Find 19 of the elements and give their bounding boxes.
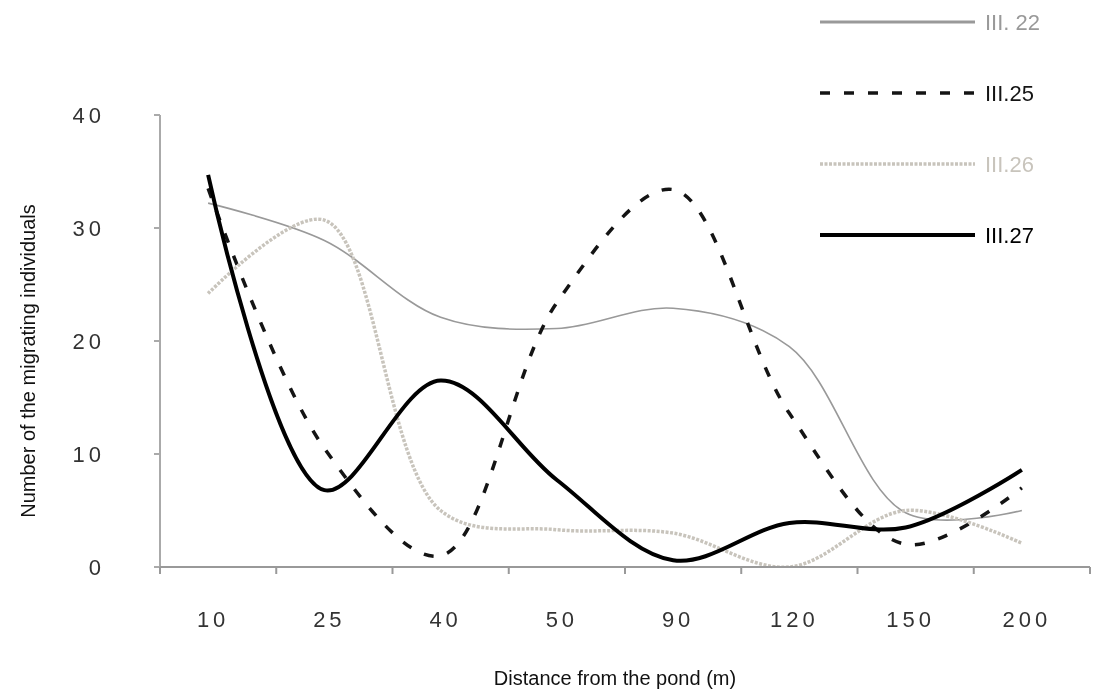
y-tick-label: 0 [88, 554, 105, 580]
y-tick-label: 20 [72, 328, 105, 354]
x-tick-label: 120 [770, 607, 819, 632]
y-tick-label: 40 [72, 102, 105, 128]
y-tick-label: 30 [72, 215, 105, 241]
x-tick-label: 25 [313, 607, 346, 632]
x-axis-title: Distance from the pond (m) [493, 667, 737, 689]
text: III. 22 [985, 9, 1041, 35]
text: III.26 [985, 151, 1034, 177]
y-tick-label: 10 [72, 441, 105, 467]
x-tick-label: 90 [661, 607, 695, 632]
x-tick-label: 150 [886, 607, 935, 632]
text: III.27 [985, 222, 1034, 248]
x-tick-label: 10 [196, 607, 230, 632]
text: III.25 [985, 80, 1034, 106]
x-tick-label: 40 [429, 607, 462, 632]
x-tick-label: 200 [1002, 607, 1052, 632]
x-tick-label: 50 [545, 607, 579, 632]
y-axis-title: Number of the migrating individuals [17, 204, 39, 518]
